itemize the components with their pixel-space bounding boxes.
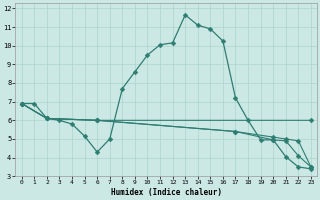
X-axis label: Humidex (Indice chaleur): Humidex (Indice chaleur) bbox=[111, 188, 222, 197]
